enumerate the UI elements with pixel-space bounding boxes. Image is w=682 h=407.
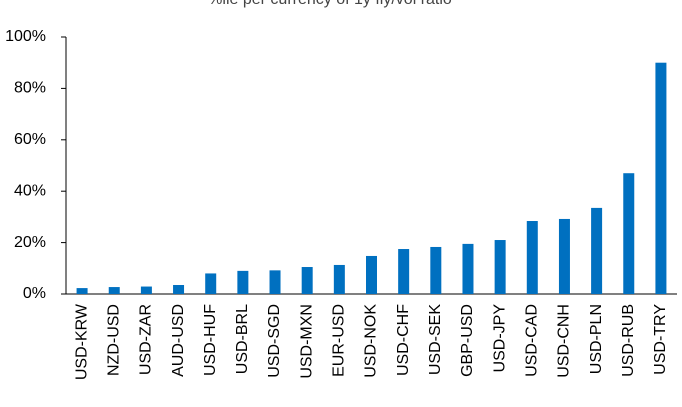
x-tick-label: USD-JPY [491,304,508,373]
x-tick-label: GBP-USD [459,304,476,377]
bar [526,221,538,294]
bar [591,207,603,294]
x-tick-label: USD-SGD [266,304,283,378]
bar [398,249,410,294]
x-tick-label: USD-KRW [73,303,90,380]
bar [430,246,442,294]
x-tick-label: USD-MXN [298,304,315,379]
x-tick-label: USD-RUB [620,304,637,377]
chart-title: %ile per currency of 1y fly/vol ratio [208,0,452,8]
x-tick-label: USD-SEK [427,304,444,375]
bar [462,243,474,294]
x-tick-label: USD-ZAR [138,304,155,375]
bar [558,218,570,294]
x-tick-label: NZD-USD [105,304,122,376]
x-tick-label: USD-CNH [556,304,573,378]
bar [494,240,506,294]
bar [655,62,667,295]
x-tick-label: USD-CAD [524,304,541,377]
bar [301,267,313,294]
bar [140,286,152,294]
bar [237,270,249,294]
x-tick-label: USD-BRL [234,304,251,374]
x-tick-label: USD-TRY [652,304,669,375]
bar [333,264,345,294]
x-tick-label: USD-CHF [395,304,412,376]
bar [205,273,217,294]
bar [623,173,635,294]
y-tick-label: 20% [14,234,46,251]
bar [173,285,185,294]
x-tick-label: AUD-USD [170,304,187,377]
y-tick-label: 100% [5,28,46,45]
bar [76,288,88,294]
y-tick-label: 60% [14,131,46,148]
y-tick-label: 0% [23,285,46,302]
y-tick-label: 40% [14,182,46,199]
bar [269,270,281,294]
x-tick-label: USD-PLN [588,304,605,374]
x-tick-label: USD-NOK [363,304,380,378]
x-tick-label: USD-HUF [202,304,219,376]
y-tick-label: 80% [14,80,46,97]
bar [366,255,377,294]
bar [108,287,120,294]
x-tick-label: EUR-USD [331,304,348,377]
